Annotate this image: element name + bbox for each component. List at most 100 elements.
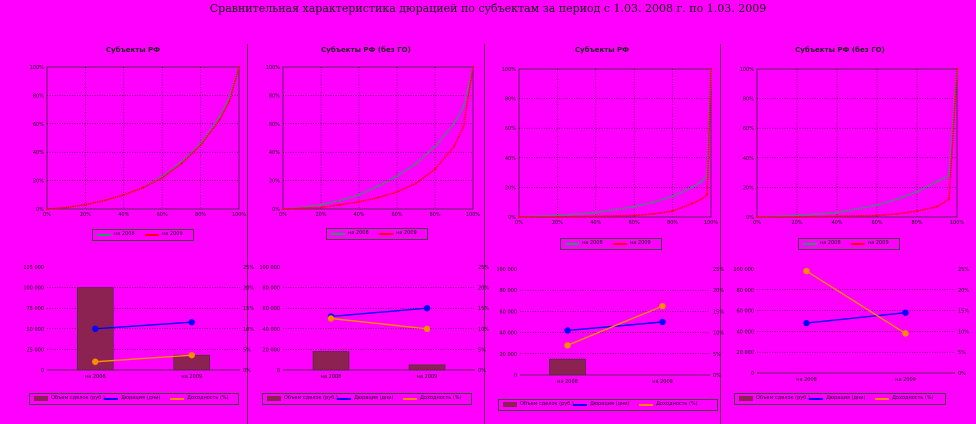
- series-line: [282, 66, 474, 210]
- legend-swatch: [875, 398, 889, 400]
- legend-label: Дюрация (дни): [826, 395, 866, 401]
- x-tick-label: 80%: [429, 212, 440, 218]
- y-tick-label: 20 000: [263, 347, 281, 353]
- data-point: [238, 66, 240, 68]
- data-point: [161, 175, 164, 178]
- legend-label: Объем сделок (руб.): [756, 395, 810, 401]
- page-title: Сравнительная характеристика дюрацией по…: [209, 2, 767, 15]
- y-tick-label: 0: [514, 373, 517, 379]
- y-tick-label: 40 000: [737, 329, 755, 335]
- data-point: [92, 325, 99, 332]
- x-tick-label: 40%: [118, 212, 129, 218]
- y-tick-label: 60 000: [263, 306, 281, 312]
- y-tick-label: 20%: [505, 185, 516, 191]
- legend-swatch: [613, 243, 627, 245]
- y2-tick-label: 5%: [958, 350, 966, 356]
- data-point: [633, 205, 636, 208]
- x-tick-label: на 2008: [85, 374, 106, 380]
- legend: Объем сделок (руб.) Дюрация (дни) Доходнос…: [498, 399, 718, 411]
- data-point: [339, 203, 341, 206]
- legend-swatch: [851, 243, 865, 245]
- y-tick-label: 0%: [272, 207, 280, 213]
- data-point: [796, 216, 798, 218]
- series-line: [518, 68, 712, 218]
- legend-label: Доходность (%): [656, 401, 698, 407]
- plot-area: [518, 68, 712, 218]
- y2-tick-label: 10%: [958, 329, 969, 335]
- x-tick-label: 20%: [791, 220, 802, 226]
- data-point: [902, 309, 909, 316]
- data-point: [836, 215, 838, 218]
- x-tick-label: 60%: [871, 220, 882, 226]
- y-tick-label: 100%: [266, 65, 281, 71]
- x-tick-label: 0%: [43, 212, 51, 218]
- data-point: [358, 200, 360, 203]
- legend: на 2008 на 2009: [798, 238, 900, 250]
- data-point: [659, 318, 666, 326]
- legend-swatch: [267, 396, 281, 401]
- legend-label: Объем сделок (руб.): [51, 395, 105, 401]
- series-line: [330, 317, 428, 330]
- data-point: [690, 202, 693, 205]
- data-point: [462, 105, 465, 108]
- y-tick-label: 100%: [502, 67, 517, 73]
- y-tick-label: 0%: [36, 207, 44, 213]
- y-tick-label: 40%: [33, 150, 44, 156]
- x-tick-label: 0%: [279, 212, 287, 218]
- data-point: [803, 267, 810, 275]
- x-tick-label: 20%: [315, 212, 326, 218]
- legend: на 2008 на 2009: [326, 228, 428, 240]
- y2-tick-label: 0%: [478, 368, 486, 374]
- x-tick-label: 20%: [80, 212, 91, 218]
- x-tick-label: 40%: [590, 220, 601, 226]
- data-point: [896, 213, 898, 216]
- y-tick-label: 40%: [269, 150, 280, 156]
- series-line: [95, 354, 192, 363]
- data-point: [423, 325, 431, 332]
- divider: [484, 44, 485, 424]
- y-tick-label: 20%: [33, 179, 44, 185]
- data-point: [301, 207, 303, 210]
- y-tick-label: 25 000: [27, 347, 45, 353]
- legend-label: Объем сделок (руб.): [520, 401, 574, 407]
- data-point: [836, 211, 838, 214]
- legend-swatch: [809, 398, 823, 400]
- y-tick-label: 20 000: [737, 350, 755, 356]
- x-tick-label: на 2009: [181, 374, 202, 380]
- data-point: [188, 319, 195, 326]
- data-point: [936, 205, 938, 208]
- data-point: [594, 215, 597, 218]
- y-tick-label: 50 000: [27, 327, 45, 333]
- data-point: [142, 186, 144, 189]
- data-point: [652, 201, 655, 204]
- data-point: [594, 211, 597, 214]
- y-tick-label: 60%: [33, 122, 44, 128]
- y-tick-label: 80%: [743, 97, 754, 103]
- bar: [408, 364, 446, 371]
- data-point: [518, 216, 520, 218]
- data-point: [218, 118, 221, 121]
- data-point: [415, 182, 417, 185]
- data-point: [876, 214, 878, 217]
- y2-tick-label: 15%: [713, 309, 724, 315]
- data-point: [453, 122, 455, 125]
- x-tick-label: 20%: [552, 220, 563, 226]
- y2-tick-label: 15%: [243, 306, 254, 312]
- x-tick-label: на 2009: [417, 374, 438, 380]
- data-point: [916, 190, 918, 193]
- data-point: [228, 100, 231, 103]
- y2-tick-label: 25%: [243, 265, 254, 271]
- series-line: [567, 305, 663, 346]
- y-tick-label: 60 000: [500, 309, 518, 315]
- x-tick-label: на 2008: [796, 377, 817, 383]
- data-point: [956, 68, 958, 70]
- data-point: [462, 125, 465, 128]
- legend-swatch: [565, 243, 579, 245]
- series-line: [46, 66, 240, 210]
- y2-tick-label: 0%: [958, 371, 966, 377]
- legend: Объем сделок (руб.) Дюрация (дни) Доходнос…: [262, 393, 472, 405]
- divider: [247, 44, 248, 424]
- legend-swatch: [503, 402, 517, 407]
- legend-swatch: [379, 233, 393, 235]
